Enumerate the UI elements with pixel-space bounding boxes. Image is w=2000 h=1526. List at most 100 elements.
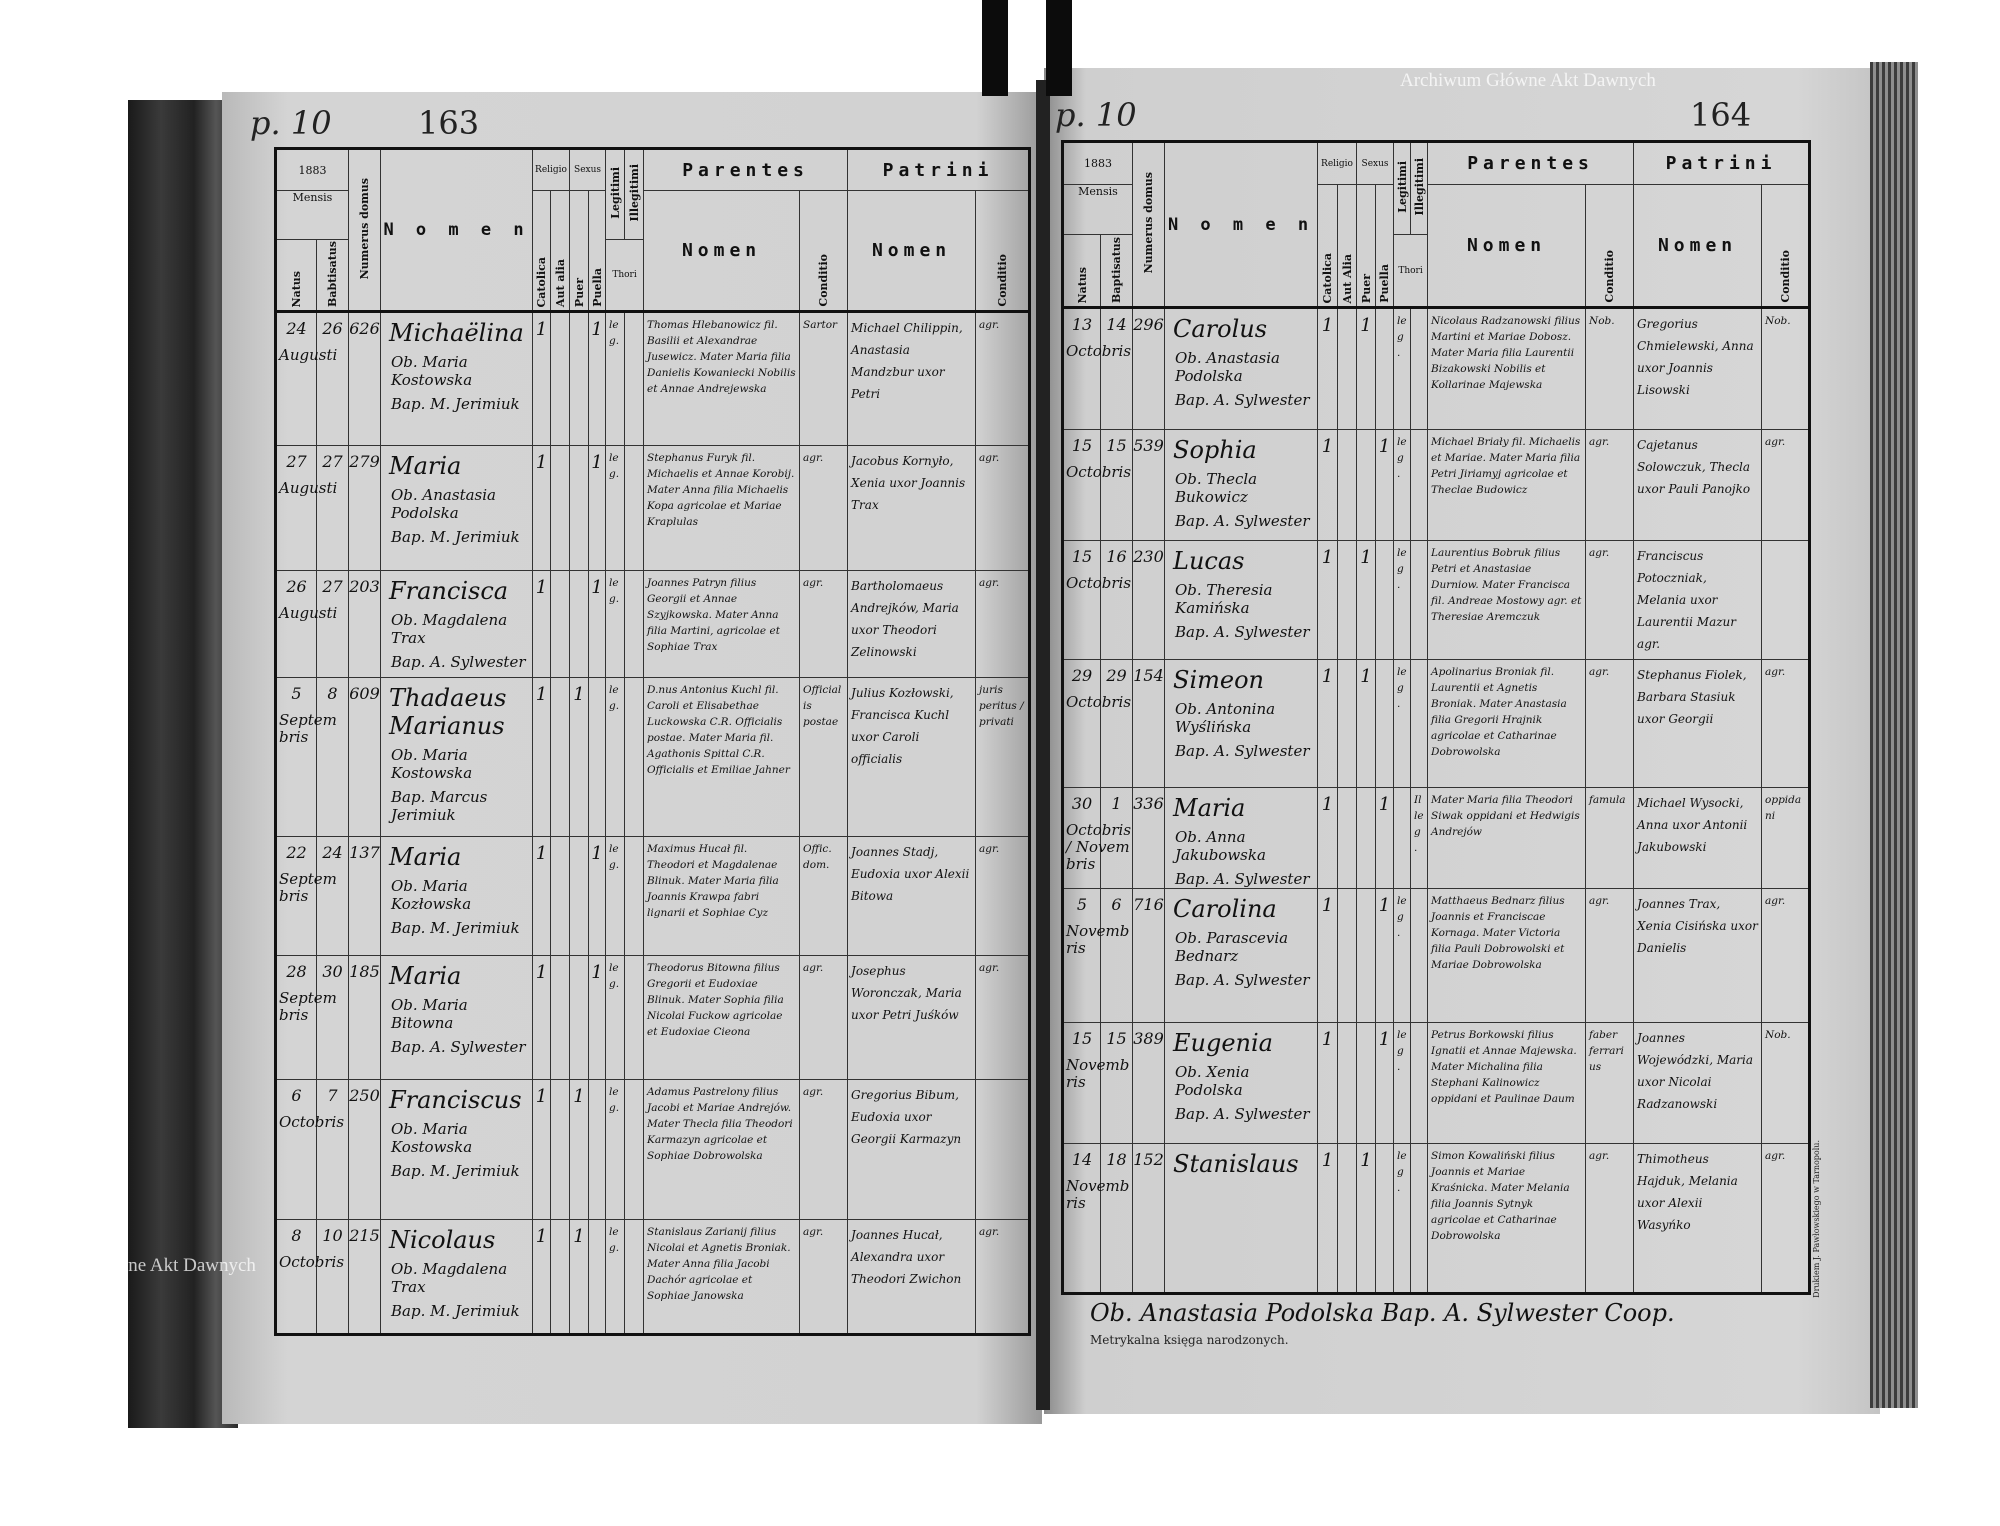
illegitimi-cell [624, 311, 645, 446]
aut-alia-mark [1338, 1144, 1356, 1150]
patrini-cell: Stephanus Fiolek, Barbara Stasiuk uxor G… [1633, 659, 1763, 788]
archive-watermark: Archiwum Główne Akt Dawnych [1400, 70, 1656, 91]
catolica-cell: 1 [532, 955, 551, 1080]
puer-cell [569, 836, 590, 956]
nomen-cell: Maria Ob. Maria Kozłowska Bap. M. Jerimiuk [380, 836, 533, 956]
book-binding [128, 100, 238, 1428]
puella-cell: 1 [588, 570, 607, 678]
patrini-conditio-cell: oppidani [1761, 787, 1811, 889]
domus-cell: 336 [1132, 787, 1165, 889]
puella-cell [588, 677, 607, 837]
parentes-conditio-cell: agr. [1585, 429, 1635, 541]
godparents-condition: agr. [979, 962, 1000, 974]
catolica-cell: 1 [532, 1079, 551, 1220]
nomen-cell: Sophia Ob. Thecla Bukowicz Bap. A. Sylwest… [1164, 429, 1318, 541]
nomen-cell: Maria Ob. Anna Jakubowska Bap. A. Sylweste… [1164, 787, 1318, 889]
nomen-cell: Francisca Ob. Magdalena Trax Bap. A. Sylwe… [380, 570, 533, 678]
illegitimi-cell [1410, 307, 1429, 430]
aut-alia-label: Aut alia [553, 258, 567, 307]
baptizer: Bap. M. Jerimiuk [391, 919, 520, 937]
legitimi-mark: leg. [1397, 1029, 1407, 1073]
month: Octobris [279, 1253, 345, 1271]
sexus-label: Sexus [574, 165, 602, 175]
legitimi-mark: leg. [609, 962, 620, 990]
legitimi-mark: leg. [609, 1226, 620, 1254]
legitimi-cell: leg. [1393, 1022, 1412, 1144]
puella-cell [588, 1079, 607, 1220]
signature-line: Ob. Anastasia Podolska Bap. A. Sylwester… [1090, 1299, 1675, 1327]
midwife: Ob. Xenia Podolska [1175, 1063, 1250, 1099]
natus-day: 5 [291, 684, 302, 703]
parentes-cell: Mater Maria filia Theodori Siwak oppidan… [1427, 787, 1587, 889]
parents-text: Nicolaus Radzanowski filius Martini et M… [1431, 315, 1581, 391]
baptizer: Bap. A. Sylwester [1175, 870, 1310, 888]
natus-day: 15 [1071, 1029, 1093, 1048]
header-aut-alia: Aut alia [549, 190, 571, 312]
parents-text: Joannes Patryn filius Georgii et Annae S… [647, 577, 780, 653]
aut-alia-cell [1336, 888, 1358, 1023]
catolica-cell: 1 [1317, 659, 1338, 788]
aut-alia-mark [551, 446, 569, 452]
godparents-text: Bartholomaeus Andrejków, Maria uxor Theo… [851, 579, 959, 659]
header-mensis: Mensis [275, 190, 349, 240]
illegitimi-cell [624, 1079, 645, 1220]
aut-alia-cell [549, 570, 571, 678]
natus-cell: 15 Novembris [1062, 1022, 1129, 1144]
patrini-cell: Jacobus Kornyło, Xenia uxor Joannis Trax [847, 445, 977, 571]
puer-cell: 1 [569, 1219, 590, 1335]
parents-text: Mater Maria filia Theodori Siwak oppidan… [1431, 794, 1580, 838]
patrini-cell: Gregorius Chmielewski, Anna uxor Joannis… [1633, 307, 1763, 430]
godparents-condition: agr. [1765, 666, 1786, 678]
header-illegitimi: Illegitimi [624, 148, 645, 240]
parentes-conditio-cell: agr. [799, 1079, 849, 1220]
child-name: Simeon [1173, 666, 1264, 694]
puer-cell: 1 [569, 1079, 590, 1220]
legitimi-cell: leg. [605, 445, 626, 571]
parents-condition: agr. [803, 577, 824, 589]
godparents-text: Michael Wysocki, Anna uxor Antonii Jakub… [1637, 796, 1748, 854]
baptisatus-day: 7 [327, 1086, 338, 1105]
header-puer: Puer [1356, 184, 1377, 308]
parentes-conditio-cell: Officialis postae [799, 677, 849, 837]
natus-day: 30 [1071, 794, 1093, 813]
illegitimi-cell [624, 677, 645, 837]
puella-cell: 1 [1375, 1022, 1395, 1144]
natus-cell: 6 Octobris [275, 1079, 344, 1220]
baptisatus-day: 8 [327, 684, 338, 703]
puer-mark [570, 313, 588, 319]
child-name: Sophia [1173, 436, 1257, 464]
puer-cell [1356, 1022, 1377, 1144]
domus-cell: 230 [1132, 540, 1165, 660]
parentes-cell: Matthaeus Bednarz filius Joannis et Fran… [1427, 888, 1587, 1023]
legitimi-mark: leg. [1397, 1150, 1407, 1194]
header-religio: Religio [1316, 141, 1358, 185]
midwife: Ob. Antonina Wyślińska [1175, 700, 1276, 736]
catolica-mark: 1 [535, 962, 548, 983]
baptisatus-day: 10 [322, 1226, 343, 1245]
legitimi-mark: leg. [609, 577, 620, 605]
book-gutter [1036, 80, 1050, 1410]
natus-day: 24 [286, 319, 307, 338]
page-footer: Metrykalna księga narodzonych. [1090, 1333, 1289, 1347]
baptisatus-day: 15 [1106, 1029, 1127, 1048]
aut-alia-mark [551, 571, 569, 577]
nomen-cell: Nicolaus Ob. Magdalena Trax Bap. M. Jerimi… [380, 1219, 533, 1335]
domus-cell: 154 [1132, 659, 1165, 788]
month: Augusti [279, 479, 338, 497]
patrini-conditio-cell: agr. [975, 445, 1031, 571]
patrini-conditio-cell: agr. [975, 1219, 1031, 1335]
legitimi-mark: leg. [1397, 315, 1407, 359]
house-number: 539 [1133, 436, 1164, 455]
natus-label: Natus [290, 270, 303, 307]
godparents-condition: agr. [979, 577, 1000, 589]
godparents-condition: agr. [1765, 436, 1786, 448]
header-illegitimi: Illegitimi [1410, 141, 1429, 235]
aut-alia-mark [551, 313, 569, 319]
header-puella: Puella [588, 190, 607, 312]
puer-mark [570, 446, 588, 452]
baptisatus-cell: 10 [316, 1219, 349, 1335]
godparents-condition: agr. [979, 319, 1000, 331]
legitimi-mark: leg. [609, 452, 620, 480]
legitimi-cell: leg. [1393, 888, 1412, 1023]
catolica-cell: 1 [1317, 307, 1338, 430]
